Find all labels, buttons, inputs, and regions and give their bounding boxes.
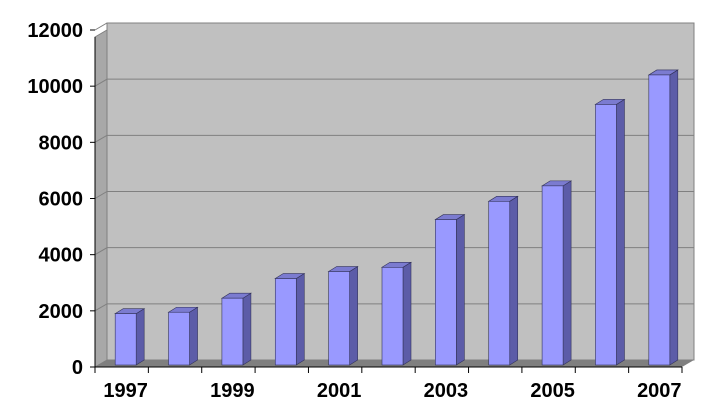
x-tick-label: 2005 <box>530 380 575 402</box>
gridline <box>94 134 694 143</box>
bar-side <box>562 180 572 366</box>
bar <box>220 292 252 366</box>
y-tick-label: 0 <box>72 357 83 379</box>
bar-side <box>509 195 519 366</box>
gridlines <box>90 22 694 368</box>
y-tick-label: 8000 <box>39 132 84 154</box>
bar <box>114 308 146 366</box>
bar <box>541 180 573 366</box>
bar-side <box>135 308 145 366</box>
gridline <box>94 22 694 31</box>
bar <box>327 265 359 366</box>
bar-side <box>242 292 252 366</box>
bar-front <box>221 297 244 366</box>
x-tick-label: 2007 <box>637 380 682 402</box>
bar-front <box>488 201 511 366</box>
bar-front <box>168 311 190 366</box>
bar-front <box>328 271 350 366</box>
bar-front <box>274 278 297 366</box>
bar <box>434 214 466 366</box>
bars <box>114 69 679 366</box>
bar-side <box>402 261 412 366</box>
bar <box>647 69 679 366</box>
bar <box>167 306 199 366</box>
bar-side <box>189 306 198 366</box>
y-tick-label: 2000 <box>39 301 84 323</box>
x-tick-label: 2001 <box>317 380 362 402</box>
bar-front <box>541 185 564 366</box>
y-tick-label: 4000 <box>39 245 84 267</box>
bar-front <box>114 313 137 366</box>
bar-side <box>295 272 305 366</box>
gridline <box>94 191 694 199</box>
bar-front <box>648 74 671 366</box>
bar <box>487 195 519 366</box>
bar <box>594 98 626 366</box>
bar-front <box>595 104 617 366</box>
bar <box>380 261 413 366</box>
x-axis-ticks <box>94 367 683 373</box>
x-axis-labels: 1997 1999 2001 2003 2005 2007 <box>103 380 681 402</box>
bar-side <box>456 214 465 366</box>
bar-side <box>669 69 679 366</box>
bar-side <box>616 98 625 366</box>
x-tick-label: 1999 <box>210 380 255 402</box>
gridline <box>94 78 694 87</box>
x-tick-label: 1997 <box>103 380 148 402</box>
y-tick-label: 10000 <box>27 76 83 98</box>
y-tick-label: 12000 <box>27 20 83 42</box>
y-axis-labels: 0 2000 4000 6000 8000 10000 12000 <box>27 20 83 379</box>
y-tick-label: 6000 <box>39 189 84 211</box>
bar-front <box>381 267 404 366</box>
bar-side <box>349 265 358 366</box>
bar-front <box>435 219 457 366</box>
x-tick-label: 2003 <box>424 380 469 402</box>
bar <box>274 272 306 366</box>
